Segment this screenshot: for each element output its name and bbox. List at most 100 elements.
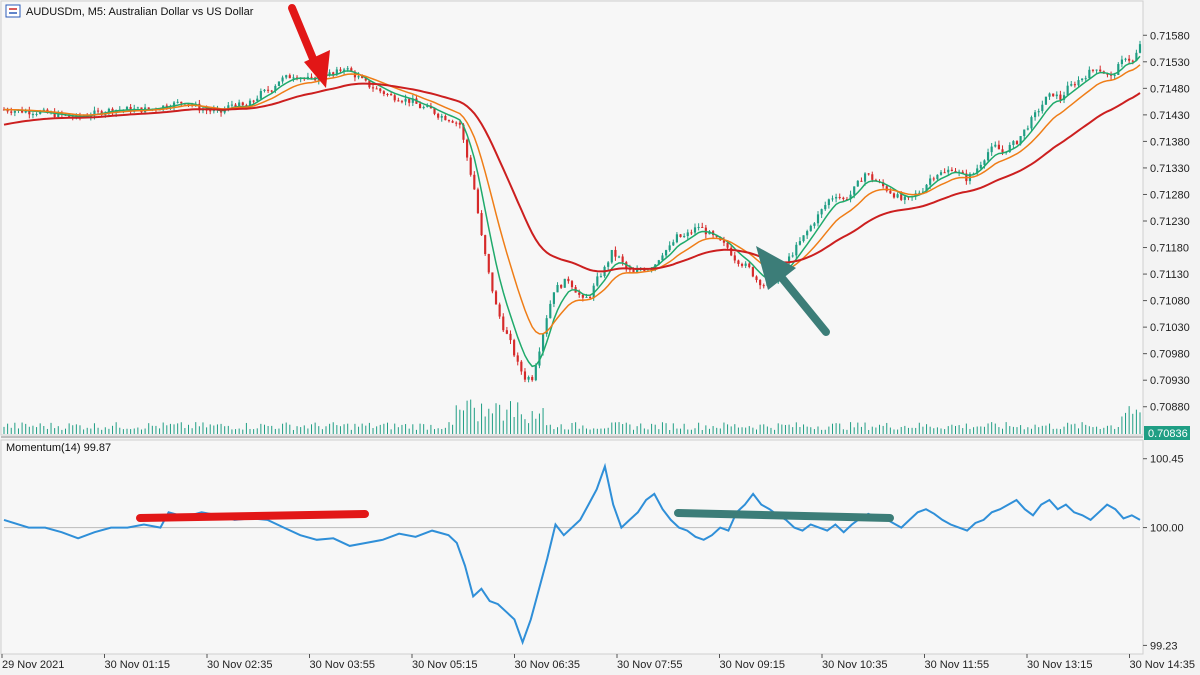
candle-body bbox=[668, 245, 671, 251]
candle-body bbox=[1055, 94, 1058, 97]
candle-body bbox=[730, 247, 733, 256]
candle-body bbox=[856, 180, 859, 187]
candle-body bbox=[484, 235, 487, 255]
candle-body bbox=[346, 68, 349, 70]
candle-body bbox=[238, 102, 241, 108]
time-tick-label: 30 Nov 01:15 bbox=[105, 659, 170, 671]
candle-body bbox=[364, 78, 367, 81]
candle-body bbox=[357, 76, 360, 78]
candle-body bbox=[248, 100, 252, 107]
candle-body bbox=[636, 269, 639, 273]
candle-body bbox=[979, 164, 982, 169]
candle-body bbox=[802, 235, 805, 242]
candle-body bbox=[332, 72, 335, 75]
candle-body bbox=[230, 104, 234, 106]
candle-body bbox=[1070, 84, 1073, 86]
candle-body bbox=[690, 232, 693, 234]
candle-body bbox=[599, 276, 603, 278]
ema-line bbox=[3, 82, 1141, 273]
candle-body bbox=[96, 110, 100, 112]
candle-body bbox=[21, 109, 24, 113]
candle-body bbox=[740, 263, 744, 266]
candle-body bbox=[632, 269, 635, 273]
candle-body bbox=[1113, 74, 1116, 76]
candle-body bbox=[755, 276, 758, 281]
candle-body bbox=[57, 112, 60, 118]
candle-body bbox=[335, 69, 338, 75]
candle-body bbox=[885, 186, 888, 191]
moving-averages bbox=[3, 55, 1141, 368]
candle-body bbox=[1015, 141, 1019, 145]
candle-body bbox=[1077, 80, 1080, 86]
candle-body bbox=[538, 351, 541, 366]
candle-body bbox=[726, 242, 729, 248]
candle-body bbox=[686, 232, 689, 237]
momentum-tick-label: 100.45 bbox=[1150, 454, 1184, 466]
candle-body bbox=[675, 234, 679, 243]
price-tick-label: 0.71180 bbox=[1150, 243, 1189, 255]
candle-body bbox=[541, 334, 545, 352]
candle-body bbox=[1052, 93, 1055, 97]
candle-body bbox=[722, 240, 726, 243]
candle-body bbox=[1012, 141, 1015, 145]
candle-body bbox=[961, 171, 964, 174]
candle-body bbox=[469, 157, 472, 175]
candle-body bbox=[418, 103, 422, 109]
window-title: AUDUSDm, M5: Australian Dollar vs US Dol… bbox=[5, 4, 254, 18]
candle-body bbox=[375, 88, 378, 90]
candle-body bbox=[502, 316, 505, 331]
candle-body bbox=[386, 93, 389, 95]
candle-body bbox=[701, 226, 704, 228]
candle-body bbox=[607, 262, 610, 267]
candle-body bbox=[567, 278, 570, 282]
candle-body bbox=[89, 115, 92, 117]
candle-body bbox=[1037, 111, 1040, 113]
candle-body bbox=[827, 199, 830, 206]
candle-body bbox=[787, 256, 791, 264]
candle-body bbox=[759, 280, 762, 286]
price-tick-label: 0.71530 bbox=[1150, 57, 1190, 69]
candle-body bbox=[791, 255, 794, 257]
candle-body bbox=[679, 234, 682, 238]
candle-body bbox=[889, 190, 892, 194]
price-tick-label: 0.71030 bbox=[1150, 322, 1190, 334]
candle-body bbox=[947, 169, 950, 173]
time-tick-label: 29 Nov 2021 bbox=[2, 659, 64, 671]
candle-body bbox=[578, 292, 581, 295]
candle-body bbox=[842, 197, 845, 199]
candle-body bbox=[1066, 85, 1069, 96]
candle-body bbox=[748, 263, 751, 268]
candle-body bbox=[252, 100, 255, 102]
candle-body bbox=[621, 256, 624, 263]
candle-body bbox=[125, 107, 129, 110]
candle-body bbox=[697, 226, 700, 228]
candle-body bbox=[556, 284, 559, 293]
candle-body bbox=[809, 225, 812, 232]
candle-body bbox=[925, 184, 928, 192]
candle-body bbox=[816, 214, 820, 224]
candle-body bbox=[585, 296, 588, 298]
candle-body bbox=[13, 110, 16, 113]
candle-body bbox=[494, 291, 498, 305]
candle-body bbox=[560, 284, 563, 288]
candle-body bbox=[617, 256, 621, 258]
candle-body bbox=[256, 98, 259, 101]
candle-body bbox=[28, 110, 31, 115]
candle-body bbox=[1081, 78, 1084, 81]
red-highlight-line bbox=[136, 510, 369, 522]
candle-body bbox=[950, 169, 953, 171]
candle-body bbox=[820, 209, 823, 215]
candle-body bbox=[534, 365, 537, 381]
time-tick-label: 30 Nov 03:55 bbox=[310, 659, 375, 671]
candle-body bbox=[990, 146, 993, 153]
price-tick-label: 0.71130 bbox=[1150, 269, 1189, 281]
candle-body bbox=[733, 255, 736, 261]
candle-body bbox=[328, 72, 331, 76]
candle-body bbox=[24, 110, 27, 113]
candle-body bbox=[1099, 69, 1102, 72]
candle-body bbox=[1088, 69, 1091, 79]
candle-body bbox=[610, 249, 613, 263]
candle-body bbox=[6, 109, 9, 112]
candle-body bbox=[1117, 64, 1120, 75]
